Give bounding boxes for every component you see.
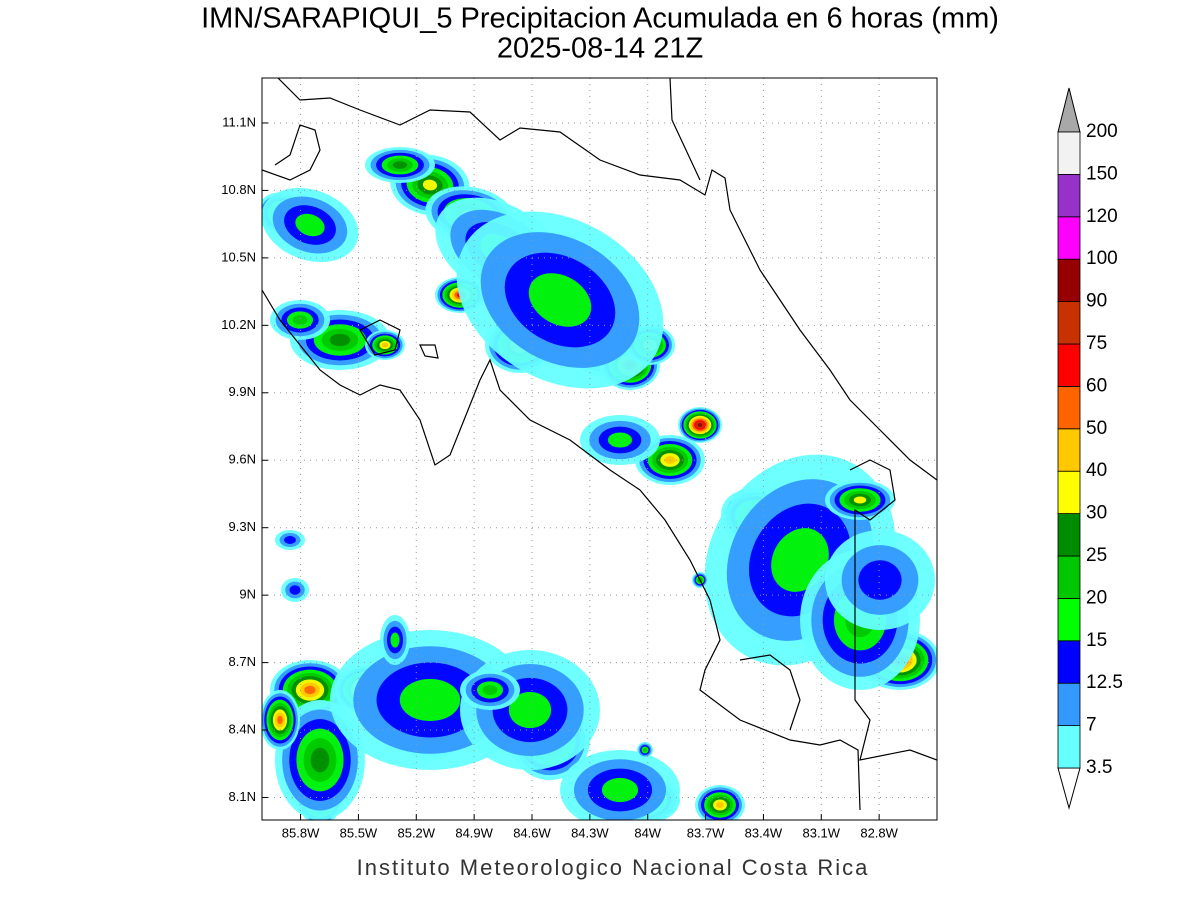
- x-tick-label: 84.3W: [571, 825, 609, 840]
- colorbar-label: 20: [1086, 587, 1107, 608]
- colorbar-bin: [1057, 216, 1081, 260]
- colorbar-label: 50: [1086, 418, 1107, 439]
- colorbar-label: 25: [1086, 545, 1107, 566]
- footer: Instituto Meteorologico Nacional Costa R…: [357, 855, 870, 880]
- precip-contour: [853, 496, 867, 504]
- subtitle: 2025-08-14 21Z: [497, 33, 703, 65]
- colorbar-bin: [1057, 301, 1081, 345]
- y-tick-label: 10.8N: [221, 182, 256, 197]
- colorbar-over: [1057, 87, 1081, 133]
- colorbar-bin: [1057, 555, 1081, 599]
- map-frame: [261, 77, 938, 821]
- y-tick-label: 10.5N: [221, 249, 256, 264]
- colorbar-label: 12.5: [1086, 672, 1123, 693]
- colorbar-bin: [1057, 385, 1081, 430]
- precip-contour: [329, 333, 351, 347]
- precip-contour: [528, 273, 592, 327]
- colorbar-label: 60: [1086, 375, 1107, 396]
- colorbar: 3.5 7 12.5 15 20 25 30 40 50 60 75 90 100 120 150 200: [1057, 87, 1123, 810]
- precip-contour: [697, 423, 703, 427]
- y-tick-label: 8.7N: [229, 654, 256, 669]
- y-tick-label: 9.9N: [229, 384, 256, 399]
- precip-contour: [607, 432, 633, 448]
- colorbar-bin: [1057, 428, 1081, 472]
- colorbar-label: 100: [1086, 248, 1118, 269]
- colorbar-label: 7: [1086, 715, 1097, 736]
- colorbar-label: 150: [1086, 163, 1118, 184]
- precip-contour: [277, 715, 283, 725]
- precip-contour: [295, 213, 325, 237]
- y-tick-label: 9N: [239, 587, 256, 602]
- x-tick-label: 83.7W: [687, 825, 725, 840]
- colorbar-label: 90: [1086, 291, 1107, 312]
- colorbar-bin: [1057, 640, 1081, 684]
- grid: [262, 78, 937, 820]
- colorbar-bin: [1057, 682, 1081, 727]
- colorbar-under: [1057, 767, 1081, 810]
- precip-contour: [292, 315, 308, 325]
- colorbar-bin: [1057, 258, 1081, 303]
- y-tick-label: 9.6N: [229, 452, 256, 467]
- precip-contour: [716, 801, 724, 809]
- colorbar-bin: [1057, 513, 1081, 557]
- colorbar-label: 40: [1086, 460, 1107, 481]
- precip-contour: [508, 691, 552, 729]
- colorbar-label: 75: [1086, 333, 1107, 354]
- colorbar-bin: [1057, 470, 1081, 515]
- map-area: [262, 78, 937, 820]
- colorbar-bin: [1057, 173, 1081, 218]
- y-tick-label: 8.4N: [229, 721, 256, 736]
- colorbar-label: 3.5: [1086, 757, 1112, 778]
- y-tick-label: 9.3N: [229, 519, 256, 534]
- colorbar-bin: [1057, 725, 1081, 769]
- precip-contour: [399, 678, 461, 722]
- precip-contour: [601, 777, 639, 803]
- precip-contour: [422, 179, 438, 191]
- colorbar-label: 15: [1086, 630, 1107, 651]
- axes: 85.8W 85.5W 85.2W 84.9W 84.6W 84.3W 84W 83.7W 83…: [221, 114, 898, 840]
- colorbar-bin: [1057, 598, 1081, 642]
- x-tick-label: 83.1W: [802, 825, 840, 840]
- precip-contour: [381, 342, 389, 348]
- y-tick-label: 11.1N: [222, 114, 256, 129]
- colorbar-label: 120: [1086, 206, 1118, 227]
- colorbar-label: 200: [1086, 121, 1118, 142]
- x-tick-label: 85.2W: [397, 825, 435, 840]
- precip-contour: [304, 685, 316, 695]
- precip-contour: [392, 161, 408, 169]
- y-tick-label: 10.2N: [221, 317, 256, 332]
- x-tick-label: 85.8W: [282, 825, 320, 840]
- x-tick-label: 84.9W: [455, 825, 493, 840]
- x-tick-label: 83.4W: [745, 825, 783, 840]
- colorbar-bin: [1057, 343, 1081, 387]
- precip-contour: [284, 536, 296, 544]
- y-tick-label: 8.1N: [229, 789, 256, 804]
- x-tick-label: 84.6W: [513, 825, 551, 840]
- precip-contour: [390, 632, 400, 648]
- precip-contour: [310, 747, 330, 773]
- precip-field: [262, 147, 937, 820]
- colorbar-bin: [1057, 131, 1081, 175]
- x-tick-label: 85.5W: [340, 825, 378, 840]
- title: IMN/SARAPIQUI_5 Precipitacion Acumulada …: [201, 3, 999, 35]
- coastline: [262, 78, 937, 811]
- precip-contour: [289, 585, 301, 595]
- precip-contour: [858, 560, 902, 600]
- precip-contour: [643, 748, 647, 752]
- x-tick-label: 82.8W: [860, 825, 898, 840]
- x-tick-label: 84W: [634, 825, 661, 840]
- precip-contour: [482, 685, 498, 695]
- colorbar-label: 30: [1086, 503, 1107, 524]
